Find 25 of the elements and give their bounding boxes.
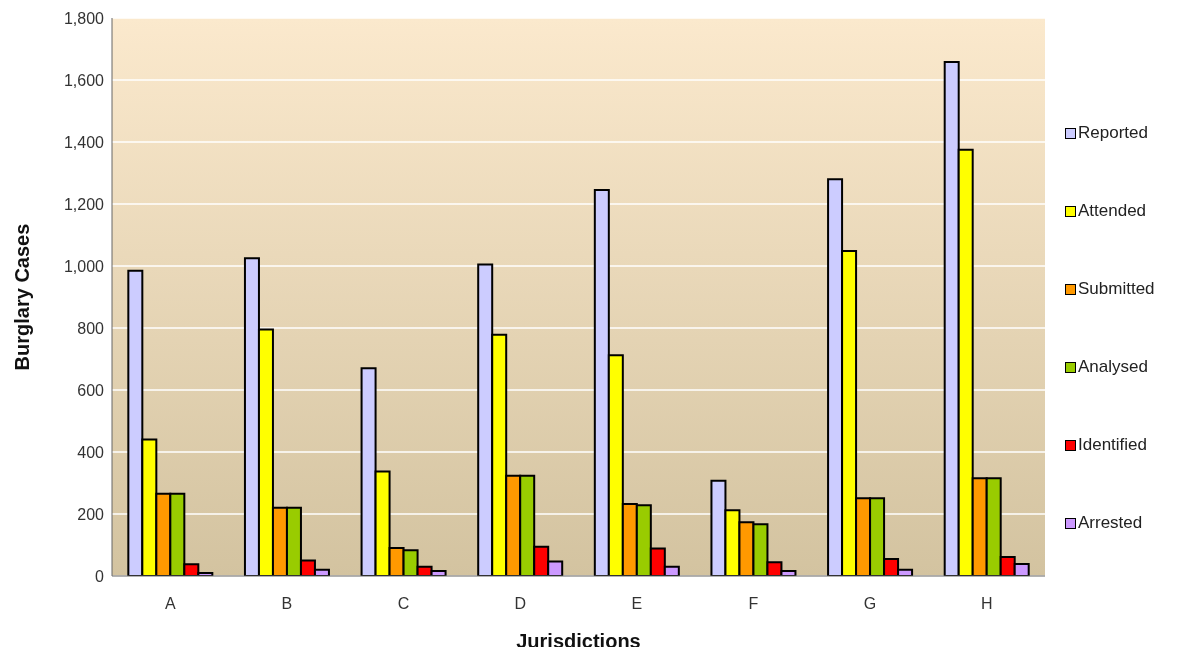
legend-label: Reported [1078, 123, 1148, 143]
y-tick-label: 1,600 [63, 71, 105, 89]
legend-label: Analysed [1078, 357, 1148, 377]
x-tick-label: H [980, 595, 993, 613]
x-tick-label: B [281, 595, 293, 613]
y-tick-label: 200 [77, 505, 105, 523]
y-tick-label: 0 [95, 567, 105, 585]
y-tick-label: 400 [77, 443, 105, 461]
x-tick-label: G [863, 595, 877, 613]
legend-label: Attended [1078, 201, 1147, 221]
legend-label: Identified [1078, 435, 1147, 455]
y-axis-title: Burglary Cases [11, 223, 34, 371]
y-tick-label: 1,000 [63, 257, 105, 275]
x-tick-label: A [164, 595, 176, 613]
y-tick-label: 1,200 [63, 195, 105, 213]
x-tick-label: D [514, 595, 526, 613]
legend-label: Submitted [1078, 279, 1155, 299]
x-tick-label: E [631, 595, 643, 613]
y-tick-label: 1,800 [63, 9, 105, 27]
y-tick-label: 1,400 [63, 133, 105, 151]
legend-label: Arrested [1078, 513, 1143, 533]
x-tick-label: F [748, 595, 759, 613]
x-tick-label: C [397, 595, 410, 613]
y-tick-label: 800 [77, 319, 105, 337]
y-tick-label: 600 [77, 381, 105, 399]
